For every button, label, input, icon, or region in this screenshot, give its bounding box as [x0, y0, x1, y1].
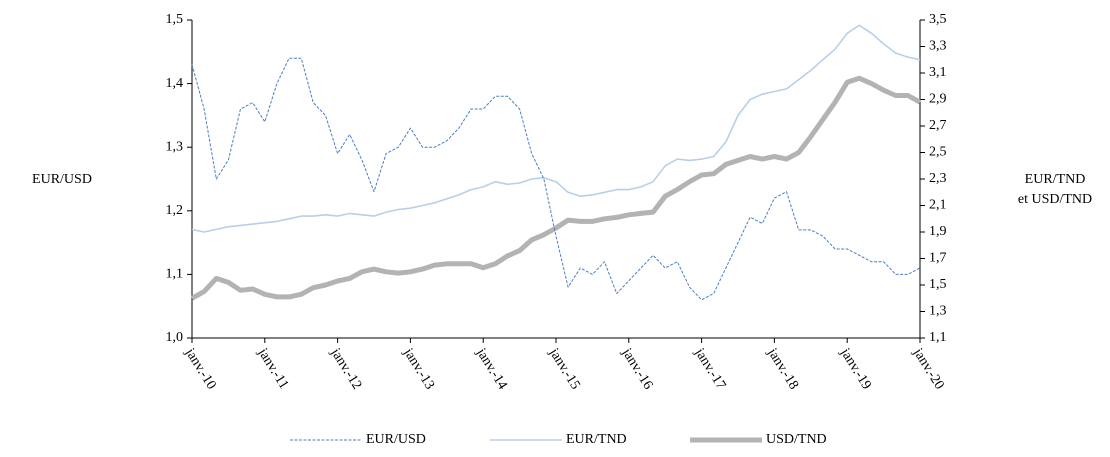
- x-tick-label: janv.-19: [837, 345, 874, 392]
- x-tick-label: janv.-14: [473, 345, 510, 392]
- y2-tick-label: 2,9: [929, 92, 947, 107]
- y-tick-label: 1,0: [166, 330, 184, 345]
- y2-axis-label: et USD/TND: [1018, 192, 1092, 207]
- x-tick-label: janv.-17: [691, 345, 728, 392]
- y2-tick-label: 2,7: [929, 118, 947, 133]
- legend-label: EUR/USD: [366, 432, 426, 447]
- y2-tick-label: 1,3: [929, 304, 947, 319]
- y-tick-label: 1,1: [166, 267, 184, 282]
- y2-tick-label: 3,1: [929, 65, 947, 80]
- y-tick-label: 1,2: [166, 203, 184, 218]
- x-tick-label: janv.-20: [909, 345, 946, 392]
- series-line: [191, 24, 921, 233]
- y2-axis-label: EUR/TND: [1025, 172, 1086, 187]
- y-axis-label: EUR/USD: [32, 172, 92, 187]
- y2-tick-label: 1,5: [929, 277, 947, 292]
- legend-label: USD/TND: [766, 432, 827, 447]
- y2-tick-label: 3,3: [929, 39, 947, 54]
- x-tick-label: janv.-15: [545, 345, 582, 392]
- x-tick-label: janv.-11: [254, 345, 291, 392]
- x-tick-label: janv.-18: [764, 345, 801, 392]
- y-tick-label: 1,3: [166, 139, 184, 154]
- series-line: [191, 57, 921, 301]
- y2-tick-label: 1,1: [929, 330, 947, 345]
- y-tick-label: 1,4: [166, 76, 184, 91]
- x-tick-label: janv.-12: [327, 345, 364, 392]
- x-tick-label: janv.-13: [400, 345, 437, 392]
- series-line: [190, 75, 922, 301]
- legend-label: EUR/TND: [566, 432, 627, 447]
- x-tick-label: janv.-10: [181, 345, 218, 392]
- y2-tick-label: 3,5: [929, 12, 947, 27]
- x-tick-label: janv.-16: [618, 345, 655, 392]
- y2-tick-label: 2,1: [929, 198, 947, 213]
- y-tick-label: 1,5: [166, 12, 184, 27]
- y2-tick-label: 1,7: [929, 251, 947, 266]
- y2-tick-label: 2,5: [929, 145, 947, 160]
- y2-tick-label: 1,9: [929, 224, 947, 239]
- y2-tick-label: 2,3: [929, 171, 947, 186]
